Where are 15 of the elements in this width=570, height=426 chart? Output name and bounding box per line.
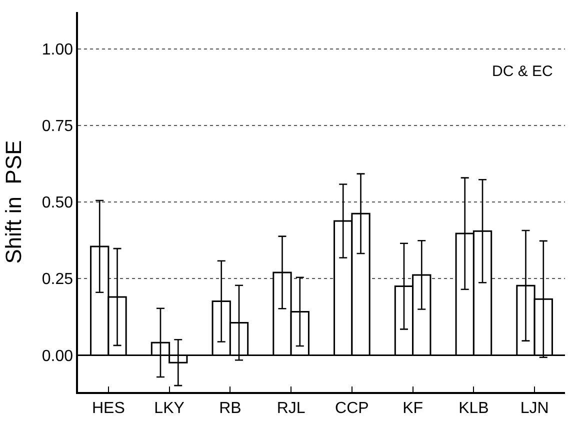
y-tick-label: 0.75 <box>42 118 74 135</box>
x-tick-label: CCP <box>335 400 369 417</box>
x-tick-label: HES <box>92 400 125 417</box>
x-tick-label: KLB <box>458 400 489 417</box>
y-axis-title: Shift in PSE <box>1 140 26 264</box>
y-tick-label: 1.00 <box>42 41 74 58</box>
x-tick-label: KF <box>402 400 424 417</box>
x-tick-label: LJN <box>520 400 549 417</box>
y-tick-label: 0.50 <box>42 194 74 212</box>
x-tick-label: LKY <box>154 400 185 417</box>
x-tick-label: RJL <box>276 400 306 417</box>
y-tick-label: 0.00 <box>42 348 74 365</box>
y-tick-label: 0.25 <box>42 271 74 288</box>
annotation: DC & EC <box>492 63 554 80</box>
x-tick-label: RB <box>219 400 242 417</box>
